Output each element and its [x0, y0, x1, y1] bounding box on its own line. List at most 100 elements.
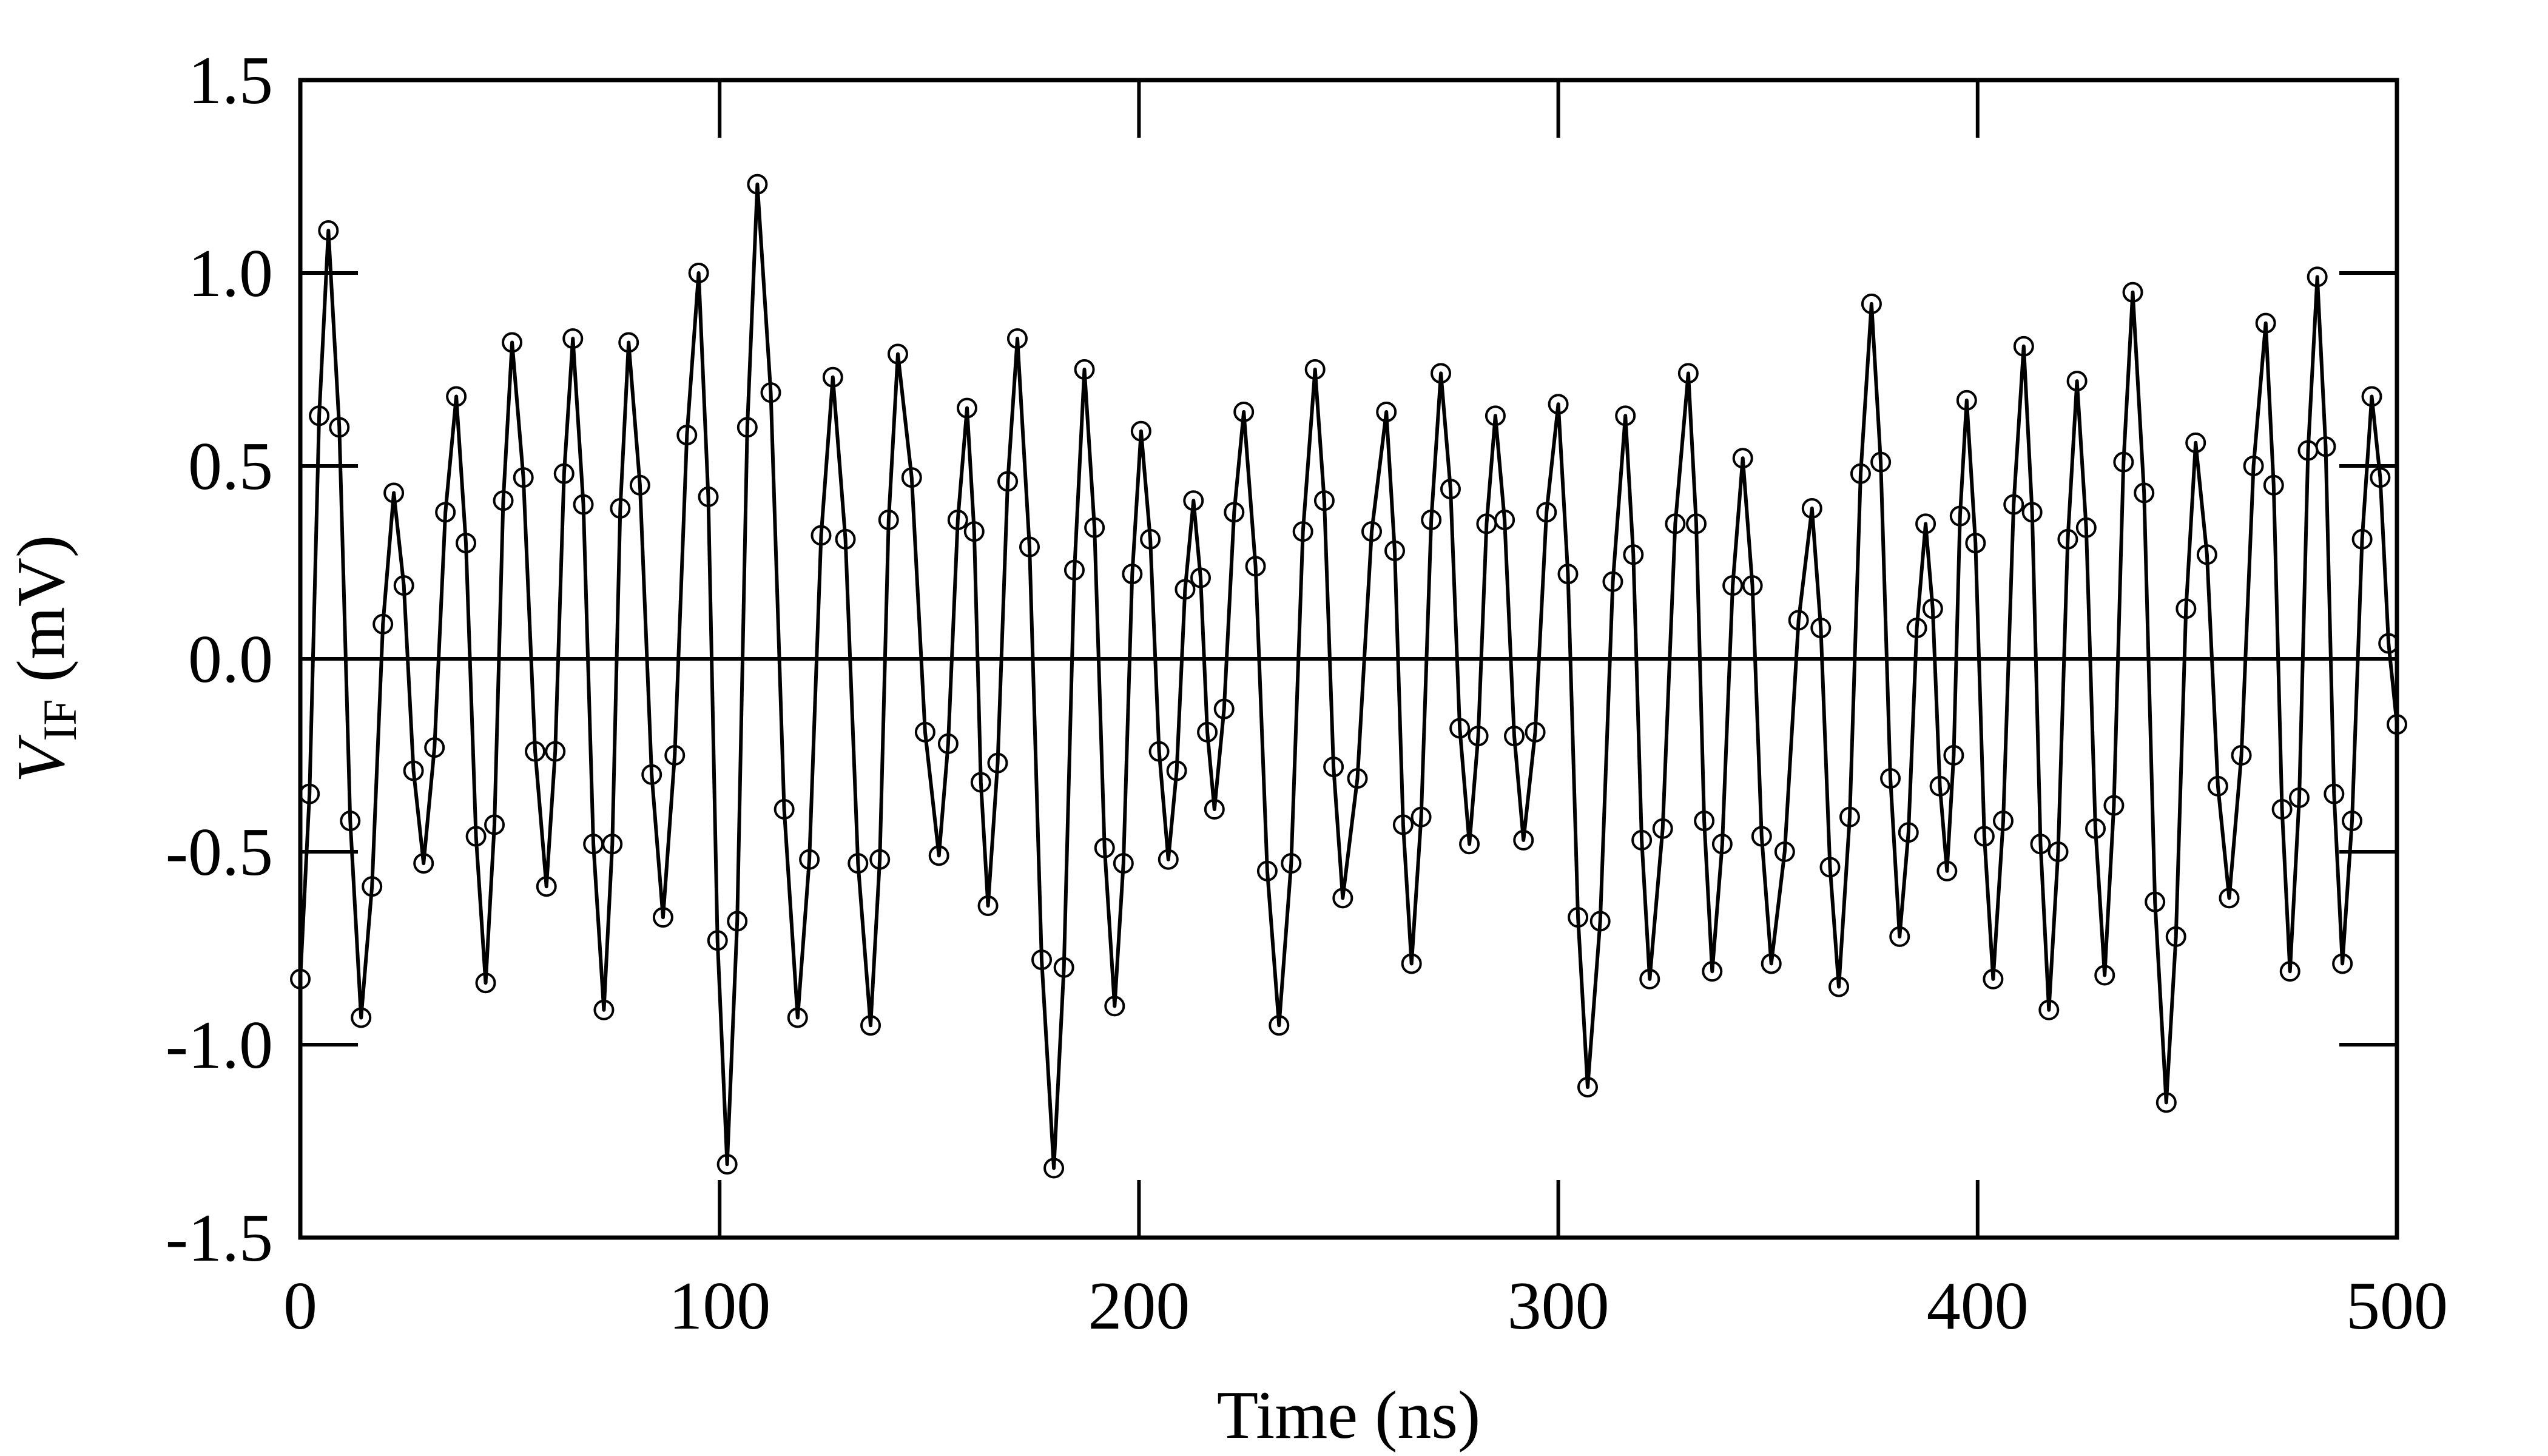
data-point — [1665, 513, 1686, 534]
data-point — [1568, 907, 1589, 928]
data-point — [727, 911, 748, 932]
data-point — [456, 533, 477, 554]
data-point — [970, 772, 991, 793]
data-point — [536, 876, 557, 897]
data-point — [987, 752, 1008, 774]
data-point — [1623, 544, 1644, 565]
data-point — [1936, 860, 1958, 881]
data-point — [2370, 467, 2391, 488]
data-point — [1401, 953, 1422, 974]
data-point — [1965, 533, 1986, 554]
data-point — [502, 332, 523, 353]
data-point — [664, 745, 686, 766]
data-point — [2113, 451, 2134, 473]
data-point — [914, 721, 935, 743]
data-line — [298, 182, 2399, 1170]
y-tick-label: 1.0 — [188, 236, 273, 311]
data-point — [1431, 363, 1452, 384]
data-point — [1158, 849, 1179, 870]
data-point — [1122, 564, 1143, 585]
data-point — [1702, 961, 1723, 982]
data-point — [2185, 432, 2206, 453]
data-point — [652, 907, 673, 928]
data-point — [1485, 405, 1506, 426]
data-point — [2231, 745, 2252, 766]
data-point — [1376, 401, 1397, 422]
data-point — [1929, 775, 1950, 797]
data-point — [1384, 540, 1406, 561]
data-point — [1525, 721, 1546, 743]
data-point — [1063, 559, 1085, 581]
data-point — [1861, 293, 1882, 314]
data-point — [1190, 567, 1212, 588]
data-point — [1677, 363, 1699, 384]
data-point — [947, 510, 968, 531]
data-point — [688, 263, 709, 283]
data-point — [602, 834, 623, 855]
data-point — [446, 386, 467, 407]
data-point — [2094, 965, 2115, 986]
data-point — [1183, 490, 1204, 511]
data-point — [1245, 556, 1266, 577]
data-point — [1819, 857, 1841, 878]
data-point — [2145, 891, 2166, 912]
data-point — [2075, 517, 2097, 538]
data-point — [1774, 841, 1795, 862]
data-point — [309, 405, 330, 426]
data-point — [610, 497, 631, 519]
y-axis-subscript: IF — [33, 699, 86, 741]
data-point — [1949, 505, 1970, 527]
data-point — [1589, 911, 1611, 932]
data-point — [1347, 768, 1368, 789]
data-point — [774, 799, 795, 820]
data-point — [1732, 448, 1753, 469]
data-point — [362, 876, 383, 897]
plot-frame — [298, 78, 2399, 1240]
data-point — [1130, 420, 1151, 442]
y-tick-label: -0.5 — [166, 815, 273, 890]
data-point — [1839, 806, 1860, 827]
x-tick-label: 500 — [2346, 1269, 2448, 1344]
data-point — [869, 849, 891, 870]
data-point — [1615, 405, 1636, 426]
data-point — [1197, 721, 1218, 743]
data-point — [2255, 312, 2276, 334]
data-point — [340, 811, 361, 832]
data-point — [1850, 463, 1871, 484]
data-point — [2361, 386, 2382, 407]
data-point — [493, 490, 514, 511]
data-point — [2207, 775, 2228, 797]
data-point — [1224, 502, 1245, 523]
data-point — [1577, 1076, 1598, 1097]
data-point — [1652, 818, 1673, 839]
data-point — [2315, 436, 2336, 457]
data-point — [963, 521, 985, 542]
data-point — [1889, 926, 1910, 947]
data-point — [2351, 528, 2373, 550]
data-point — [1494, 510, 1515, 531]
data-point — [1031, 949, 1053, 971]
data-point — [641, 764, 662, 785]
x-axis-label: Time (ns) — [1217, 1378, 1481, 1453]
data-point — [435, 502, 456, 523]
data-point — [1694, 811, 1715, 832]
data-point — [1828, 976, 1850, 997]
data-point — [1631, 829, 1653, 851]
data-point — [2003, 494, 2024, 515]
data-point — [2165, 926, 2186, 947]
data-point — [1504, 726, 1525, 747]
data-point — [1906, 618, 1927, 639]
data-point — [901, 467, 922, 488]
data-point — [1281, 853, 1302, 874]
data-point — [937, 733, 959, 754]
y-tick-label: -1.0 — [166, 1008, 273, 1083]
data-point — [1973, 826, 1995, 847]
data-point — [2066, 371, 2088, 392]
data-point — [2176, 598, 2197, 619]
data-point — [977, 895, 999, 917]
data-point — [822, 366, 843, 388]
data-point — [629, 474, 650, 496]
data-point — [1323, 757, 1344, 778]
y-tick-label: 0.0 — [188, 622, 273, 697]
data-point — [424, 737, 445, 758]
